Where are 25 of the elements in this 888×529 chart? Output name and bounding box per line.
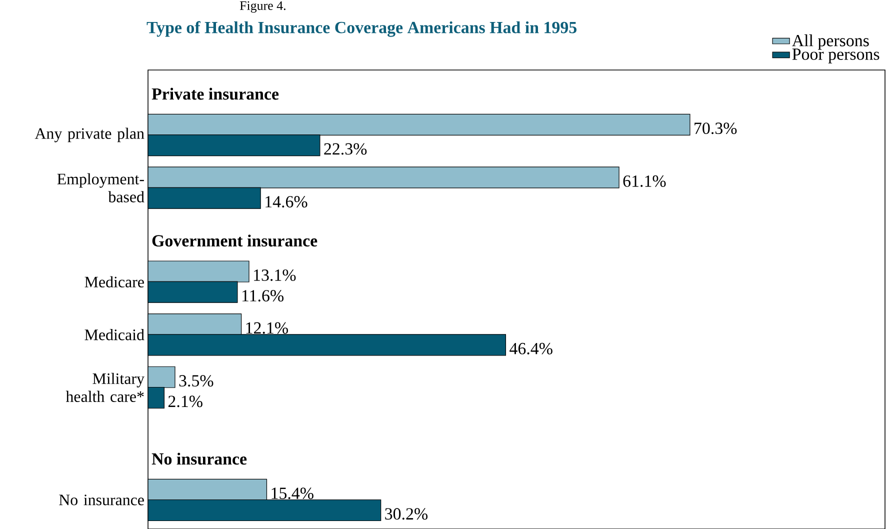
annotation: No insurance bbox=[152, 452, 247, 465]
legend-label: Poor persons bbox=[792, 48, 880, 64]
data-label: 11.6% bbox=[242, 290, 284, 302]
data-label: 3.5% bbox=[179, 375, 214, 387]
annotation: Government insurance bbox=[152, 234, 318, 247]
y-tick-label: Employment-based bbox=[57, 173, 144, 202]
chart-title: Type of Health Insurance Coverage Americans Had in 1995 bbox=[146, 21, 576, 37]
data-label: 14.6% bbox=[266, 196, 308, 208]
data-label: 22.3% bbox=[324, 143, 367, 155]
data-label: 61.1% bbox=[623, 175, 666, 187]
y-tick-label: Any private plan bbox=[34, 128, 144, 142]
y-tick-label: Medicaid bbox=[84, 329, 144, 340]
data-label: 30.2% bbox=[385, 508, 428, 520]
annotation: Private insurance bbox=[152, 88, 279, 100]
data-label: 15.4% bbox=[272, 488, 314, 500]
data-label: 13.1% bbox=[254, 269, 296, 281]
data-label: 12.1% bbox=[246, 322, 288, 334]
data-label: 2.1% bbox=[168, 396, 202, 408]
data-label: 46.4% bbox=[510, 342, 552, 354]
y-tick-label: No insurance bbox=[59, 494, 144, 506]
legend-label: All persons bbox=[792, 34, 869, 50]
y-tick-label: Military health care* bbox=[66, 372, 144, 402]
caption: Figure 4. bbox=[240, 1, 286, 13]
y-tick-label: Medicare bbox=[84, 276, 144, 288]
data-label: 70.3% bbox=[694, 122, 737, 134]
